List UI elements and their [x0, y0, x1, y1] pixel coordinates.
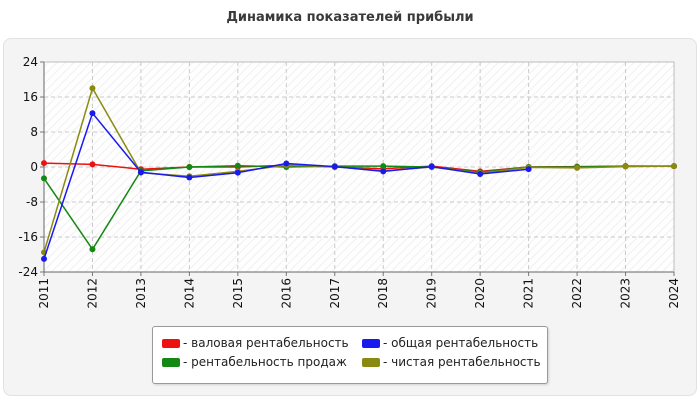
y-tick-label-4: -8: [26, 195, 38, 209]
point-total-margin-2015[interactable]: [234, 169, 241, 176]
point-sales-margin-2018[interactable]: [380, 163, 387, 170]
point-total-margin-2020[interactable]: [477, 171, 484, 177]
point-total-margin-2021[interactable]: [525, 166, 532, 173]
y-tick-label-1: 16: [23, 90, 38, 104]
legend-swatch-total-margin: [362, 338, 380, 348]
legend-item-gross-margin[interactable]: - валовая рентабельность: [162, 335, 349, 351]
x-tick-label-12: 2023: [619, 278, 633, 309]
chart-title: Динамика показателей прибыли: [226, 10, 474, 25]
x-tick-label-8: 2019: [425, 278, 439, 309]
legend-label-net-margin: - чистая рентабельность: [383, 355, 541, 369]
x-tick-label-9: 2020: [473, 278, 487, 309]
series-total-margin: [41, 110, 532, 262]
point-sales-margin-2012[interactable]: [89, 246, 96, 253]
point-gross-margin-2011[interactable]: [41, 160, 47, 167]
point-total-margin-2013[interactable]: [137, 169, 144, 176]
point-net-margin-2012[interactable]: [89, 85, 96, 92]
point-sales-margin-2011[interactable]: [41, 175, 47, 182]
y-tick-label-0: 24: [23, 55, 38, 69]
series-layer: [41, 85, 677, 262]
point-total-margin-2014[interactable]: [186, 174, 193, 181]
point-gross-margin-2012[interactable]: [89, 161, 96, 168]
point-net-margin-2024[interactable]: [671, 163, 677, 170]
point-net-margin-2023[interactable]: [622, 163, 629, 170]
point-total-margin-2018[interactable]: [380, 168, 387, 175]
legend-swatch-net-margin: [362, 357, 380, 367]
legend-label-sales-margin: - рентабельность продаж: [183, 355, 347, 369]
x-tick-label-5: 2016: [279, 278, 293, 309]
x-tick-label-3: 2014: [182, 278, 196, 309]
y-tick-label-6: -24: [18, 265, 38, 279]
point-total-margin-2017[interactable]: [331, 163, 338, 170]
y-tick-label-3: 0: [30, 160, 38, 174]
x-tick-label-7: 2018: [376, 278, 390, 309]
series-line-sales-margin: [43, 164, 674, 251]
point-total-margin-2016[interactable]: [283, 160, 290, 167]
legend-swatch-gross-margin: [162, 338, 180, 348]
point-total-margin-2011[interactable]: [41, 255, 47, 262]
point-total-margin-2012[interactable]: [89, 110, 96, 117]
x-tick-label-1: 2012: [85, 278, 99, 309]
point-net-margin-2022[interactable]: [574, 164, 581, 171]
x-tick-label-0: 2011: [37, 278, 51, 309]
legend-item-net-margin[interactable]: - чистая рентабельность: [362, 354, 541, 370]
legend-label-gross-margin: - валовая рентабельность: [183, 336, 349, 350]
x-tick-label-4: 2015: [231, 278, 245, 309]
legend-item-sales-margin[interactable]: - рентабельность продаж: [162, 354, 347, 370]
y-tick-label-2: 8: [30, 125, 38, 139]
y-tick-label-5: -16: [18, 230, 38, 244]
x-tick-label-2: 2013: [134, 278, 148, 309]
point-sales-margin-2015[interactable]: [234, 162, 241, 169]
x-tick-label-6: 2017: [328, 278, 342, 309]
x-tick-label-10: 2021: [522, 278, 536, 309]
point-total-margin-2019[interactable]: [428, 163, 435, 170]
legend: - валовая рентабельность - общая рентабе…: [152, 326, 548, 384]
x-tick-label-11: 2022: [570, 278, 584, 309]
legend-label-total-margin: - общая рентабельность: [383, 336, 539, 350]
point-sales-margin-2014[interactable]: [186, 164, 193, 170]
legend-swatch-sales-margin: [162, 357, 180, 367]
x-tick-label-13: 2024: [667, 278, 681, 309]
legend-item-total-margin[interactable]: - общая рентабельность: [362, 335, 538, 351]
